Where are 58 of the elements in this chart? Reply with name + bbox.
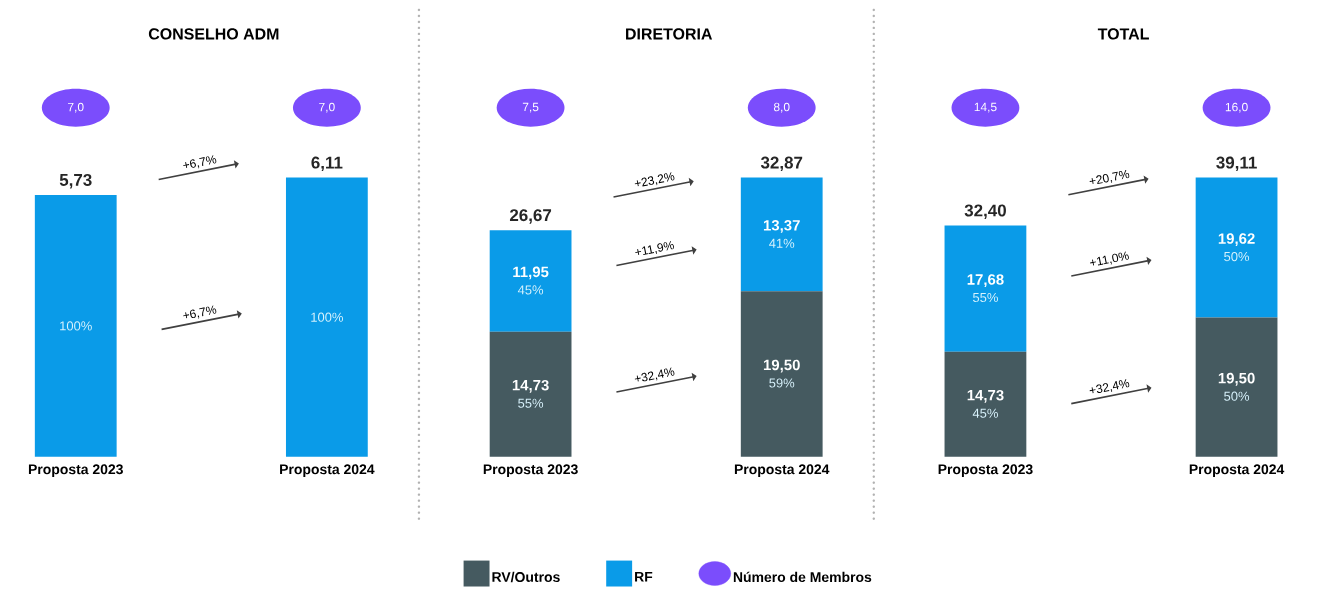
x-tick-label: Proposta 2023 xyxy=(483,464,578,478)
data-label: 14,73 xyxy=(967,390,1004,403)
data-label: 14,73 xyxy=(512,380,549,393)
annotation: 59% xyxy=(769,378,795,388)
x-tick-label: Proposta 2024 xyxy=(1189,464,1285,478)
bar xyxy=(740,177,823,292)
annotation: 100% xyxy=(311,312,343,323)
annotation: 50% xyxy=(1224,391,1250,402)
annotation: 45% xyxy=(972,408,998,419)
text: +6,7% xyxy=(183,155,217,169)
x-tick-label: Proposta 2024 xyxy=(734,464,830,478)
chart-title: DIRETORIA xyxy=(626,28,713,40)
data-label: 11,95 xyxy=(513,266,549,280)
annotation: +23,2% xyxy=(634,172,675,187)
data-label: 19,62 xyxy=(1218,233,1255,247)
bar xyxy=(489,331,572,458)
annotation: +20,7% xyxy=(1089,170,1130,185)
total-label: 32,87 xyxy=(760,156,803,172)
total-label: 26,67 xyxy=(509,209,552,224)
legend-label: RV/Outros xyxy=(492,571,560,583)
bar xyxy=(944,351,1027,458)
text: 8,0 xyxy=(773,103,790,113)
text: Número de Membros xyxy=(733,571,872,583)
text: 7,5 xyxy=(522,103,539,113)
chart-title: TOTAL xyxy=(1097,28,1149,40)
bar xyxy=(740,291,823,458)
data-label: 19,50 xyxy=(1218,373,1255,386)
data-label: 6,11 xyxy=(311,156,343,172)
x-tick-label: Proposta 2023 xyxy=(938,464,1033,478)
bar xyxy=(1195,177,1278,318)
x-tick-label: Proposta 2023 xyxy=(28,464,123,478)
data-label: 5,73 xyxy=(59,174,92,189)
annotation: +6,7% xyxy=(183,305,217,319)
x-tick-label: Proposta 2024 xyxy=(280,464,375,478)
annotation: 55% xyxy=(518,398,544,409)
annotation: 50% xyxy=(1224,252,1250,262)
annotation: +11,9% xyxy=(635,241,674,256)
annotation: +11,0% xyxy=(1090,251,1129,266)
bar xyxy=(489,230,572,332)
total-label: 32,40 xyxy=(964,204,1006,220)
annotation: +32,4% xyxy=(1089,379,1130,394)
legend-label: RF xyxy=(635,572,653,582)
data-label: 19,50 xyxy=(763,359,800,373)
chart-title: CONSELHO ADM xyxy=(148,28,279,40)
annotation: +32,4% xyxy=(634,367,675,382)
data-label: 17,68 xyxy=(967,274,1004,288)
text: 7,0 xyxy=(68,103,84,113)
annotation: 55% xyxy=(972,293,998,303)
data-label: 13,37 xyxy=(763,220,800,233)
text: 16,0 xyxy=(1225,103,1248,113)
total-label: 39,11 xyxy=(1216,156,1257,172)
annotation: 45% xyxy=(517,285,544,295)
annotation: 41% xyxy=(769,239,795,249)
text: 7,0 xyxy=(319,103,335,113)
annotation: 100% xyxy=(60,321,92,331)
text: 14,5 xyxy=(974,103,997,113)
bar xyxy=(944,225,1027,352)
bar xyxy=(1195,317,1278,458)
